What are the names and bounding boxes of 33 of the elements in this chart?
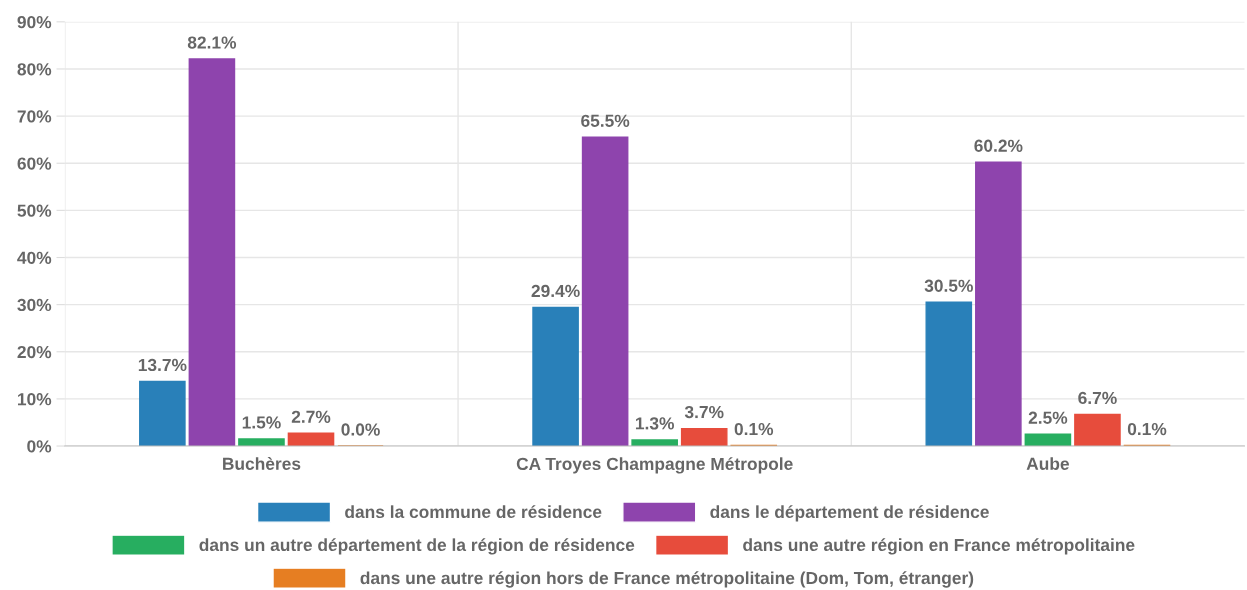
data-label: 82.1%: [187, 36, 237, 49]
x-tick-label: Buchères: [223, 457, 301, 470]
legend-label: dans une autre région en France métropolitaine: [743, 538, 1135, 555]
y-tick-label: 10%: [18, 393, 52, 406]
x-tick-label: Aube: [1026, 457, 1070, 470]
data-label: 0.0%: [341, 423, 380, 436]
legend-label: dans un autre département de la région de résidence: [199, 538, 635, 555]
y-tick-label: 40%: [17, 251, 52, 264]
data-label: 2.5%: [1028, 411, 1068, 424]
y-tick-label: 60%: [17, 157, 52, 170]
data-label: 13.7%: [138, 358, 187, 372]
y-tick-label: 90%: [17, 16, 52, 29]
y-tick-label: 50%: [17, 204, 52, 217]
data-label: 60.2%: [974, 139, 1023, 152]
data-label: 0.1%: [1127, 422, 1167, 436]
y-tick-label: 0%: [27, 440, 52, 453]
y-tick-label: 20%: [17, 345, 52, 359]
data-label: 30.5%: [924, 279, 973, 292]
y-tick-label: 70%: [17, 110, 52, 123]
legend-label: dans la commune de résidence: [345, 505, 602, 519]
data-label: 2.7%: [291, 410, 331, 423]
y-tick-label: 80%: [17, 63, 52, 76]
data-label: 6.7%: [1078, 391, 1117, 405]
legend-label: dans une autre région hors de France métropolitaine (Dom, Tom, étranger): [360, 571, 974, 588]
data-label: 1.5%: [242, 416, 281, 429]
data-label: 29.4%: [531, 284, 580, 298]
data-label: 65.5%: [581, 114, 630, 127]
x-tick-label: CA Troyes Champagne Métropole: [516, 457, 793, 474]
data-label: 3.7%: [684, 405, 724, 419]
y-tick-label: 30%: [17, 298, 52, 312]
data-label: 1.3%: [635, 417, 674, 430]
legend-label: dans le département de résidence: [710, 505, 989, 522]
data-label: 0.1%: [734, 422, 774, 436]
